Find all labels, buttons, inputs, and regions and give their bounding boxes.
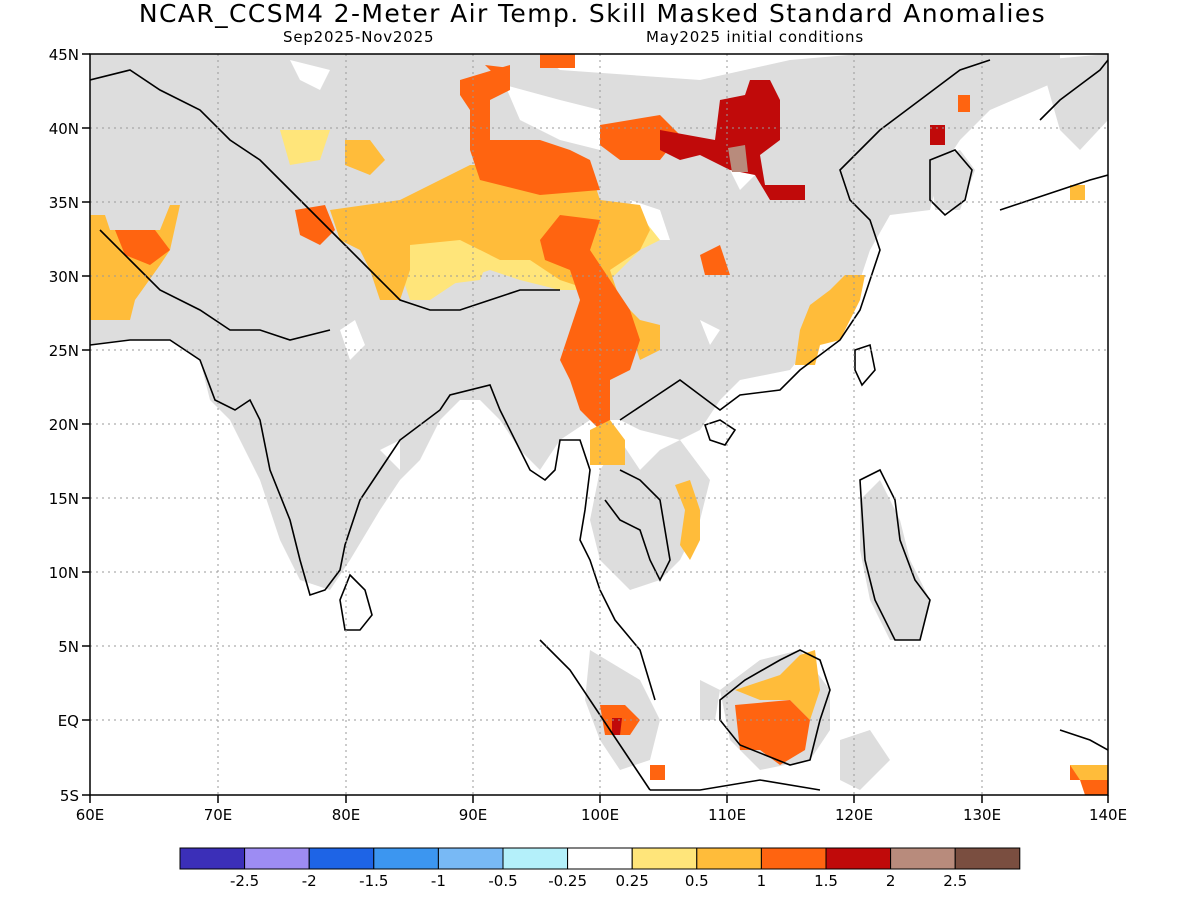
colorbar-box (760, 847, 827, 870)
colorbar-box (567, 847, 633, 870)
lat-label: EQ (58, 712, 79, 730)
lon-label: 100E (581, 806, 619, 824)
colorbar-box (696, 847, 762, 870)
lat-labels: 45N 40N 35N 30N 25N 20N 15N 10N 5N EQ 5S (49, 46, 79, 805)
colorbar-label: -1.5 (359, 872, 388, 890)
lat-label: 20N (49, 416, 79, 434)
colorbar-box (954, 847, 1021, 870)
colorbar-label: 2.5 (943, 872, 967, 890)
forecast-period: Sep2025-Nov2025 (283, 28, 435, 46)
initial-conditions: May2025 initial conditions (646, 28, 864, 46)
lon-label: 60E (76, 806, 105, 824)
colorbar-label: 0.25 (615, 872, 648, 890)
colorbar-label: -0.5 (488, 872, 517, 890)
colorbar-box (244, 847, 310, 870)
lat-label: 10N (49, 564, 79, 582)
colorbar-box (373, 847, 439, 870)
colorbar-label: -0.25 (548, 872, 587, 890)
colorbar-box (825, 847, 892, 870)
colorbar-label: 1 (757, 872, 767, 890)
lon-label: 70E (204, 806, 233, 824)
colorbar-box (631, 847, 698, 870)
lat-label: 30N (49, 268, 79, 286)
colorbar-label: 2 (886, 872, 896, 890)
lat-label: 25N (49, 342, 79, 360)
lon-label: 110E (708, 806, 746, 824)
coastline-layer (90, 59, 1108, 791)
lon-label: 90E (459, 806, 488, 824)
colorbar: -2.5 -2 -1.5 -1 -0.5 -0.25 0.25 0.5 1 1.5 2 2.5 (179, 847, 1021, 890)
grid-lines (90, 54, 1108, 795)
colorbar-box (502, 847, 569, 870)
lat-label: 35N (49, 194, 79, 212)
colorbar-label: 1.5 (814, 872, 838, 890)
colorbar-label: -1 (431, 872, 446, 890)
lon-label: 140E (1089, 806, 1127, 824)
lat-label: 15N (49, 490, 79, 508)
lon-label: 130E (963, 806, 1001, 824)
lon-labels: 60E 70E 80E 90E 100E 110E 120E 130E 140E (76, 806, 1127, 824)
lat-label: 5N (58, 638, 79, 656)
colorbar-label: -2.5 (230, 872, 259, 890)
colorbar-box (890, 847, 956, 870)
lat-label: 40N (49, 120, 79, 138)
lon-label: 120E (835, 806, 873, 824)
map-title: NCAR_CCSM4 2-Meter Air Temp. Skill Maske… (138, 0, 1047, 28)
map-field (90, 54, 1108, 795)
lat-label: 45N (49, 46, 79, 64)
colorbar-box (437, 847, 504, 870)
lon-label: 80E (332, 806, 361, 824)
colorbar-label: 0.5 (685, 872, 709, 890)
colorbar-box (308, 847, 375, 870)
colorbar-box (179, 847, 246, 870)
axis-ticks (82, 53, 1109, 803)
colorbar-label: -2 (302, 872, 317, 890)
anomaly-layer (90, 54, 1108, 795)
lat-label: 5S (60, 787, 79, 805)
